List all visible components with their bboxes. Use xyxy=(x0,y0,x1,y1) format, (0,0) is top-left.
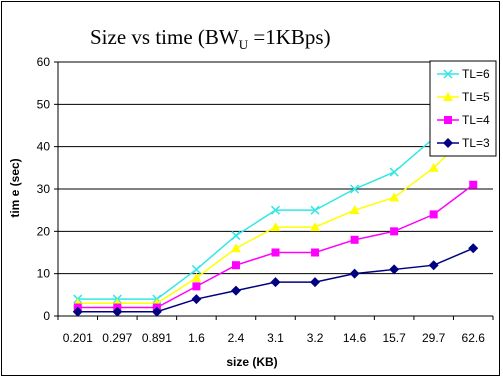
legend-item-tl5: TL=5 xyxy=(437,90,490,104)
x-axis-label: size (KB) xyxy=(226,355,277,369)
x-tick-label: 2.4 xyxy=(228,331,245,345)
y-tick-label: 10 xyxy=(37,267,51,281)
y-tick-label: 60 xyxy=(37,55,51,69)
data-point-tl5 xyxy=(349,205,360,215)
legend-label: TL=6 xyxy=(462,67,490,81)
legend-marker xyxy=(443,138,453,148)
y-tick-labels: 0 10 20 30 40 50 60 xyxy=(37,55,51,323)
marker-stroke xyxy=(191,264,201,274)
data-point-tl6 xyxy=(270,205,281,215)
legend: TL=6 TL=5 TL=4 TL=3 xyxy=(429,60,497,157)
x-tick-label: 15.7 xyxy=(382,331,406,345)
data-point-tl3 xyxy=(270,277,281,288)
data-point-tl3 xyxy=(112,306,123,316)
series-group xyxy=(72,108,479,316)
chart-title-subscript: U xyxy=(239,37,249,52)
data-point-tl6 xyxy=(350,184,360,194)
data-point-tl3 xyxy=(310,277,321,288)
marker-stroke xyxy=(270,205,281,215)
data-point-tl6 xyxy=(191,264,201,274)
x-tick-label: 1.6 xyxy=(188,331,205,345)
x-tick-label: 0.891 xyxy=(142,331,172,345)
data-point-tl4 xyxy=(390,227,399,236)
data-point-tl4 xyxy=(429,210,438,219)
y-tick-label: 20 xyxy=(37,224,51,238)
data-point-tl5 xyxy=(230,243,241,253)
y-tick-label: 30 xyxy=(37,182,51,196)
data-point-tl3 xyxy=(468,243,479,254)
x-tick-label: 62.6 xyxy=(462,331,486,345)
legend-item-tl3: TL=3 xyxy=(437,136,490,150)
data-point-tl5 xyxy=(389,192,400,202)
data-point-tl3 xyxy=(72,306,83,316)
legend-label: TL=3 xyxy=(462,136,490,150)
data-point-tl4 xyxy=(311,248,320,257)
y-axis-label: tim e (sec) xyxy=(8,158,22,217)
legend-item-tl4: TL=4 xyxy=(437,113,490,127)
axes xyxy=(54,61,494,320)
y-tick-label: 0 xyxy=(43,309,50,323)
legend-marker xyxy=(443,92,453,101)
series-line-tl4 xyxy=(77,184,474,309)
x-tick-label: 0.297 xyxy=(102,331,132,345)
data-point-tl4 xyxy=(192,282,201,291)
data-point-tl6 xyxy=(310,205,320,215)
chart-title-rest: =1KBps) xyxy=(248,25,330,49)
marker-stroke xyxy=(389,167,399,177)
x-tick-label: 3.1 xyxy=(267,331,284,345)
y-tick-label: 40 xyxy=(37,140,51,154)
x-tick-label: 14.6 xyxy=(343,331,367,345)
series-tl3 xyxy=(72,243,479,316)
data-point-tl3 xyxy=(349,268,360,279)
legend-label: TL=5 xyxy=(462,90,490,104)
data-point-tl5 xyxy=(310,222,321,232)
marker-stroke xyxy=(231,231,241,241)
series-tl4 xyxy=(73,180,478,312)
data-point-tl4 xyxy=(271,248,280,257)
marker-stroke xyxy=(350,184,360,194)
data-point-tl4 xyxy=(350,235,359,244)
x-tick-labels: 0.201 0.297 0.891 1.6 2.4 3.1 3.2 14.6 15.7 29.7 6… xyxy=(63,331,485,345)
data-point-tl3 xyxy=(389,264,400,275)
data-point-tl3 xyxy=(191,294,202,305)
chart-title-main: Size vs time (BW xyxy=(90,25,239,49)
data-point-tl4 xyxy=(231,261,240,270)
y-tick-label: 50 xyxy=(37,97,51,111)
data-point-tl5 xyxy=(270,222,281,232)
legend-marker xyxy=(444,116,452,124)
chart-title: Size vs time (BWU =1KBps) xyxy=(90,25,331,52)
legend-label: TL=4 xyxy=(462,113,490,127)
marker-stroke xyxy=(443,69,453,79)
series-tl6 xyxy=(73,108,478,304)
data-point-tl5 xyxy=(428,162,439,172)
data-point-tl6 xyxy=(389,167,399,177)
data-point-tl3 xyxy=(428,260,439,271)
legend-item-tl6: TL=6 xyxy=(437,67,490,81)
data-point-tl3 xyxy=(151,306,162,316)
grid xyxy=(58,61,493,275)
data-point-tl4 xyxy=(469,180,478,189)
legend-box xyxy=(429,60,497,157)
data-point-tl5 xyxy=(191,272,202,282)
data-point-tl3 xyxy=(230,285,241,296)
data-point-tl6 xyxy=(231,231,241,241)
x-tick-label: 3.2 xyxy=(307,331,324,345)
series-line-tl6 xyxy=(77,112,474,300)
marker-stroke xyxy=(310,205,320,215)
x-tick-label: 29.7 xyxy=(422,331,446,345)
legend-marker xyxy=(443,69,453,79)
x-tick-label: 0.201 xyxy=(63,331,93,345)
